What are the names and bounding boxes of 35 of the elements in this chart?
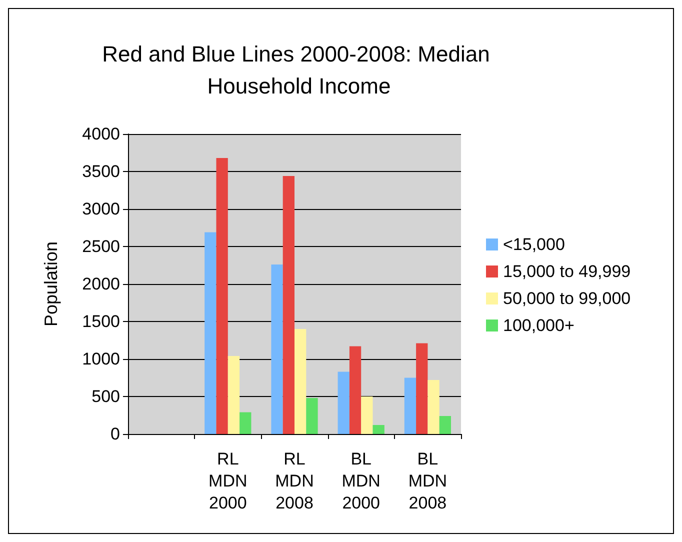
- bar: [416, 343, 428, 434]
- y-tick-label: 1500: [82, 312, 120, 331]
- bar: [361, 396, 373, 434]
- bar: [228, 356, 240, 434]
- legend-label: 15,000 to 49,999: [503, 262, 631, 281]
- y-tick-label: 0: [110, 424, 120, 444]
- bar: [338, 372, 350, 434]
- x-tick-label: RL MDN 2000: [208, 450, 248, 512]
- bar: [372, 425, 384, 434]
- x-tick-label: BL MDN 2008: [408, 450, 448, 512]
- bar: [428, 380, 440, 434]
- bar: [349, 346, 362, 434]
- y-tick-label: 2500: [82, 237, 120, 256]
- x-tick-label: BL MDN 2000: [342, 450, 380, 512]
- legend-label: 100,000+: [503, 316, 574, 335]
- y-tick-label: 500: [92, 387, 120, 406]
- y-tick-label: 2000: [82, 274, 120, 294]
- bar: [282, 176, 294, 434]
- y-tick-label: 3000: [82, 200, 120, 218]
- bar: [216, 158, 228, 434]
- bar: [240, 412, 252, 434]
- bar: [404, 378, 416, 434]
- bar: [204, 232, 216, 434]
- chart-title: Red and Blue Lines 2000-2008: Median Household Income: [102, 42, 496, 98]
- bar: [271, 264, 283, 434]
- legend-label: 50,000 to 99,000: [503, 289, 631, 308]
- legend-label: <15,000: [503, 235, 565, 254]
- x-tick-label: RL MDN 2008: [275, 450, 314, 512]
- y-tick-label: 4000: [82, 124, 120, 144]
- y-tick-label: 3500: [82, 162, 120, 181]
- y-axis-title: Population: [41, 241, 61, 327]
- bar: [306, 398, 318, 434]
- bar: [294, 329, 306, 434]
- y-tick-label: 1000: [82, 350, 120, 368]
- bar: [439, 416, 452, 434]
